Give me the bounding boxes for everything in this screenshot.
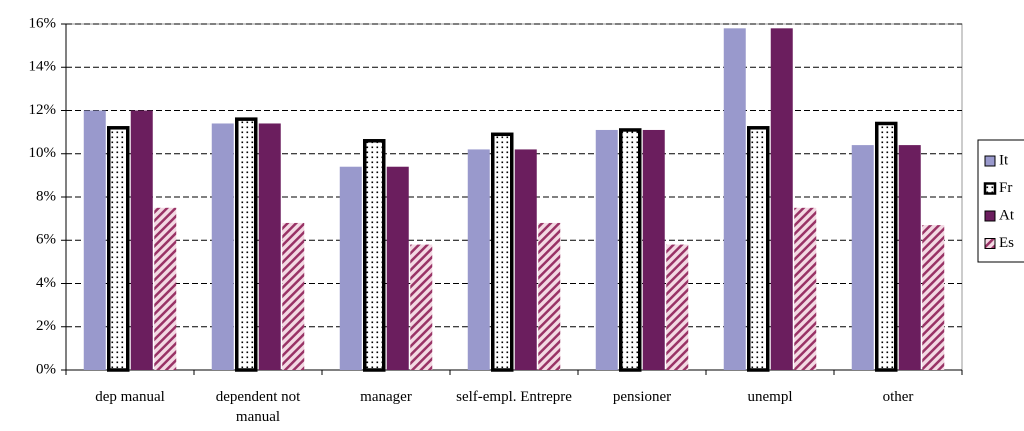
y-tick-label: 14%	[29, 59, 57, 75]
bar	[467, 149, 490, 370]
legend-swatch	[984, 155, 996, 167]
y-tick-label: 10%	[29, 145, 57, 161]
y-tick-label: 0%	[36, 361, 56, 377]
legend-swatch	[984, 210, 996, 222]
y-tick-label: 4%	[36, 275, 56, 291]
bar	[794, 207, 817, 370]
legend-label: It	[999, 152, 1009, 168]
bar	[107, 126, 130, 372]
bar	[922, 225, 945, 370]
bar	[666, 244, 689, 370]
bar	[235, 117, 258, 372]
bar	[770, 28, 793, 370]
y-tick-label: 6%	[36, 232, 56, 248]
bar	[747, 126, 770, 372]
bar	[282, 222, 305, 370]
legend-swatch	[984, 238, 996, 249]
y-tick-label: 12%	[29, 102, 57, 118]
bar	[363, 139, 386, 372]
bar	[619, 128, 642, 372]
bar	[410, 244, 433, 370]
x-tick-label: other	[882, 389, 914, 405]
x-tick-label: manager	[360, 389, 412, 405]
bar	[386, 166, 409, 370]
bar	[595, 129, 618, 370]
bar	[130, 110, 153, 370]
bar	[211, 123, 234, 370]
bar	[514, 149, 537, 370]
bar	[642, 129, 665, 370]
x-tick-label: unempl	[747, 389, 793, 405]
x-tick-label: pensioner	[612, 389, 672, 405]
bar	[723, 28, 746, 370]
bar	[875, 121, 898, 372]
bar	[538, 222, 561, 370]
legend-swatch	[983, 182, 997, 195]
x-tick-label: dependent not manual	[215, 389, 301, 425]
x-tick-label: dep manual	[95, 389, 165, 405]
y-tick-label: 16%	[29, 15, 57, 31]
bar	[851, 145, 874, 370]
bar	[83, 110, 106, 370]
bar	[898, 145, 921, 370]
bar	[339, 166, 362, 370]
bar	[154, 207, 177, 370]
y-tick-label: 8%	[36, 188, 56, 204]
y-tick-label: 2%	[36, 318, 56, 334]
legend-label: At	[999, 207, 1015, 223]
legend-label: Fr	[999, 180, 1012, 196]
bar	[258, 123, 281, 370]
bar	[491, 132, 514, 372]
x-tick-label: self-empl. Entrepre	[456, 389, 572, 405]
legend-label: Es	[999, 235, 1014, 251]
